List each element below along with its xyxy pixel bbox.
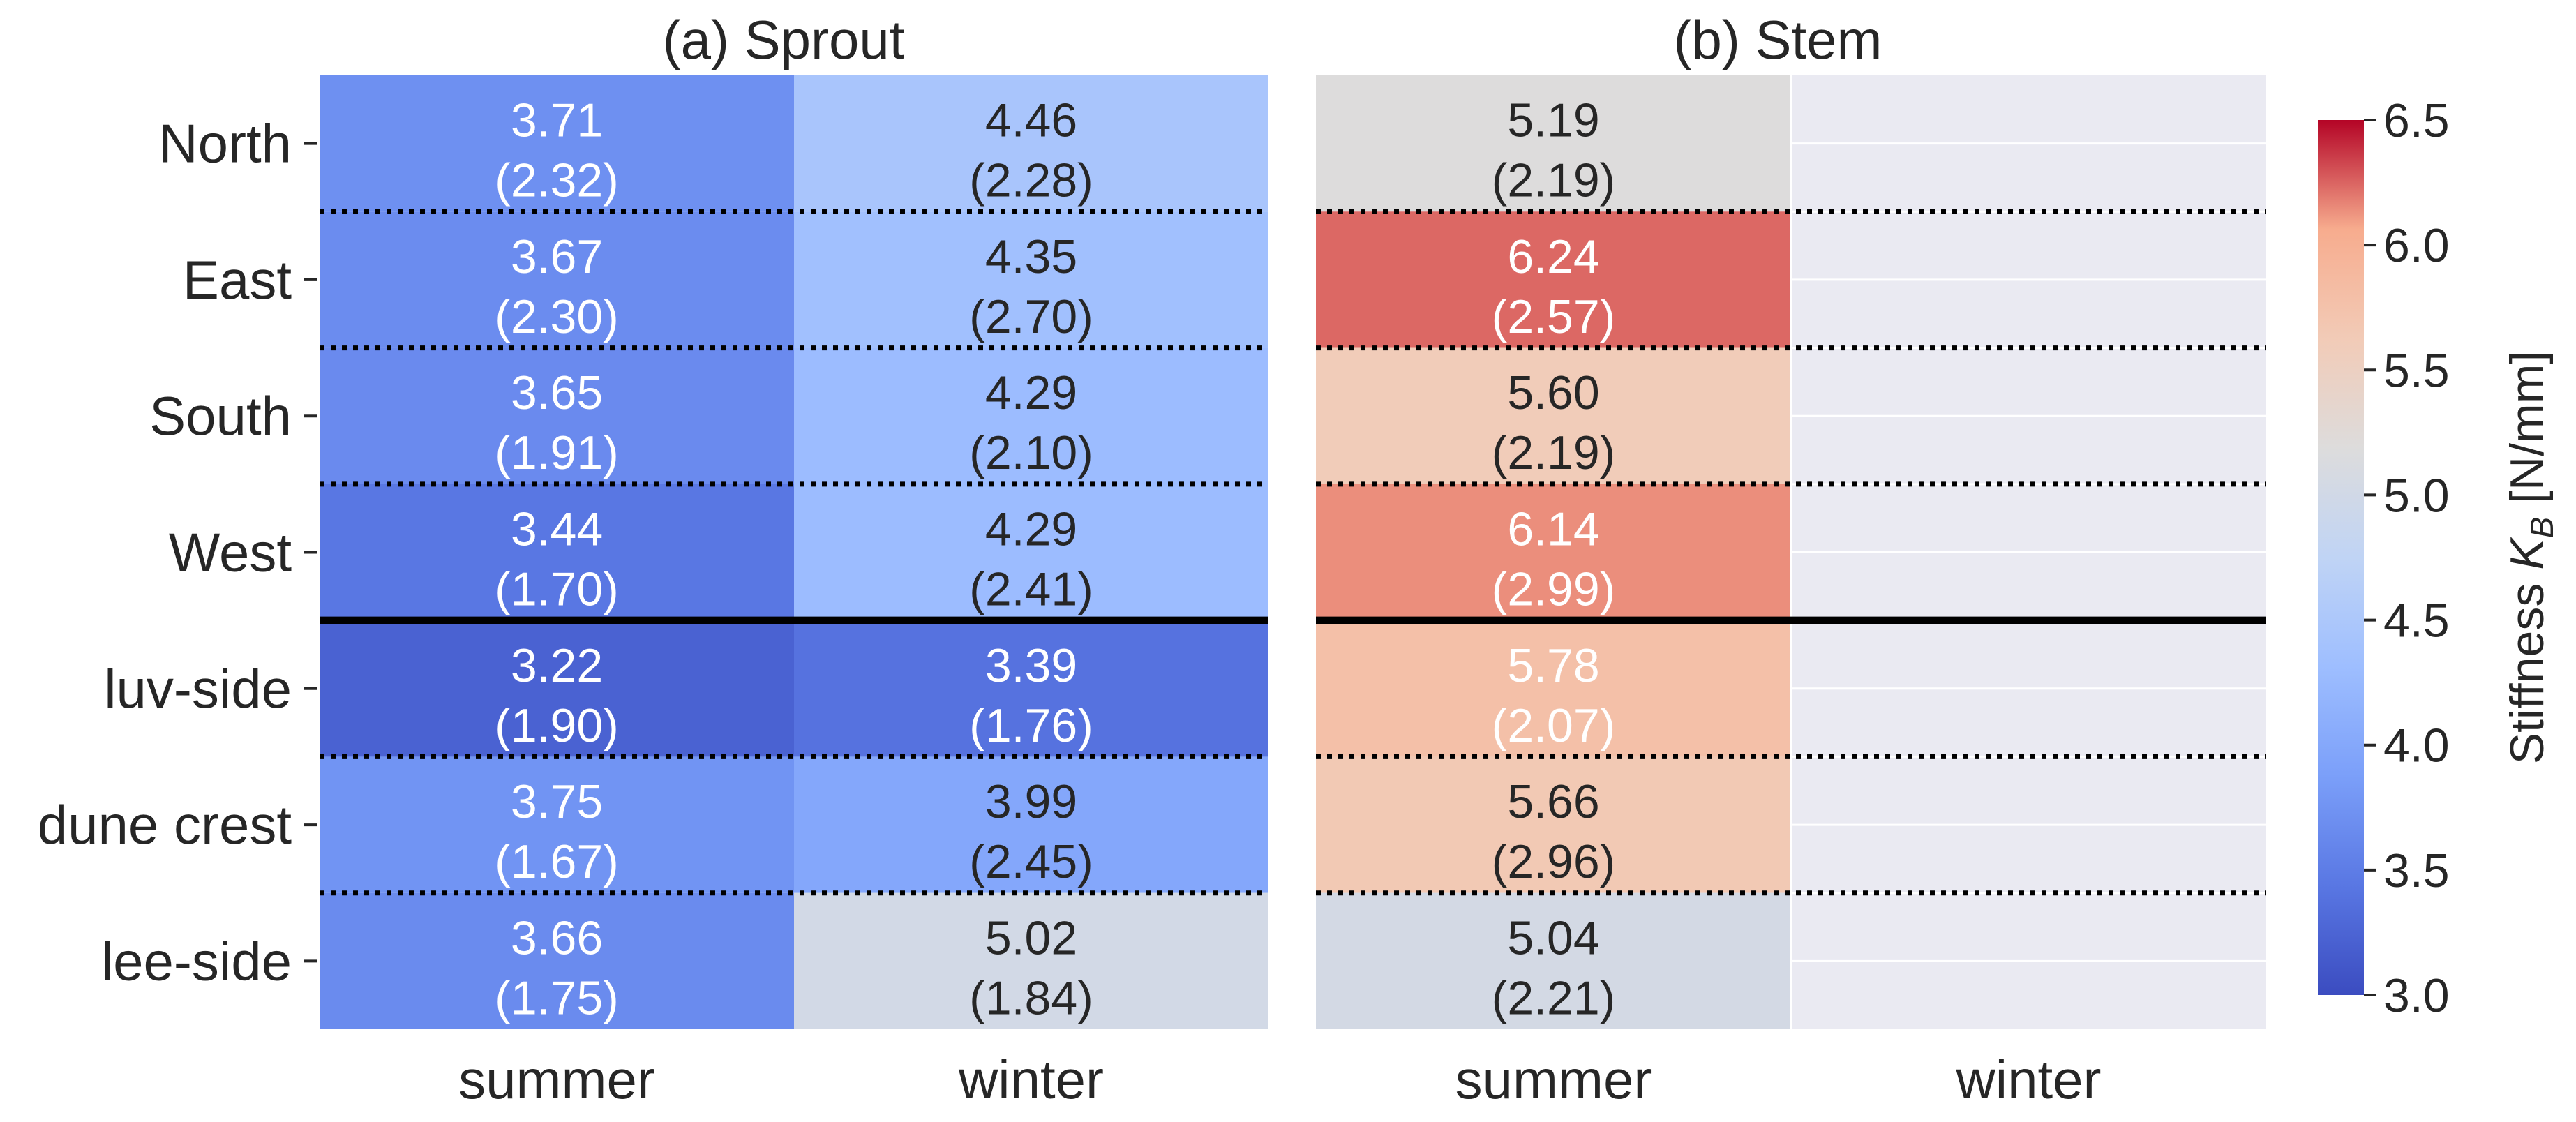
heatmap-cell (794, 75, 1268, 212)
cell-sd-label: (2.32) (495, 154, 619, 207)
cell-value-label: 5.19 (1507, 94, 1599, 147)
heatmap-cell (1316, 211, 1791, 348)
cell-sd-label: (2.19) (1492, 154, 1616, 207)
colorbar-tick-label: 4.0 (2383, 719, 2450, 772)
colorbar-ticks: 3.0 3.5 4.0 4.5 5.0 5.5 6.0 6.5 (2364, 94, 2450, 1022)
cell-sd-label: (2.21) (1492, 971, 1616, 1024)
column-labels: summer winter (1455, 1049, 2102, 1110)
heatmap-cell (1316, 620, 1791, 757)
column-label: winter (958, 1049, 1104, 1110)
heatmap-cell (794, 756, 1268, 893)
heatmap-cell (320, 484, 794, 621)
row-label: East (183, 249, 292, 311)
panel-title: (a) Sprout (663, 9, 905, 70)
heatmap-cell (320, 347, 794, 484)
row-label: luv-side (104, 658, 292, 719)
column-label: winter (1955, 1049, 2101, 1110)
cell-value-label: 3.66 (511, 911, 603, 964)
colorbar-tick-label: 6.0 (2383, 219, 2450, 272)
heatmap-cell (794, 620, 1268, 757)
colorbar-gradient (2318, 120, 2364, 995)
heatmap-cell (320, 620, 794, 757)
heatmap-cell (320, 75, 794, 212)
heatmap-cell (794, 484, 1268, 621)
cell-sd-label: (2.96) (1492, 835, 1616, 888)
cell-sd-label: (2.07) (1492, 699, 1616, 752)
column-label: summer (1455, 1049, 1652, 1110)
row-label: dune crest (38, 794, 292, 855)
row-label: North (158, 113, 292, 174)
cell-sd-label: (2.30) (495, 290, 619, 343)
cell-sd-label: (2.45) (969, 835, 1093, 888)
colorbar-label: Stiffness KB [N/mm] (2501, 351, 2560, 764)
heatmap-cell (320, 756, 794, 893)
cell-value-label: 4.29 (985, 503, 1077, 556)
colorbar: 3.0 3.5 4.0 4.5 5.0 5.5 6.0 6.5 Stiffness KB [N… (2318, 94, 2560, 1022)
cell-sd-label: (1.67) (495, 835, 619, 888)
colorbar-tick-label: 3.0 (2383, 969, 2450, 1022)
heatmap-cell (1316, 892, 1791, 1029)
heatmap-cell (1316, 75, 1791, 212)
row-label: lee-side (101, 930, 292, 992)
cell-value-label: 3.44 (511, 503, 603, 556)
cell-sd-label: (1.90) (495, 699, 619, 752)
heatmap-cell (320, 892, 794, 1029)
cell-value-label: 3.75 (511, 775, 603, 828)
row-labels: North East South West luv-side dune crest lee-… (38, 113, 317, 992)
row-separators (320, 209, 1268, 896)
cell-sd-label: (2.41) (969, 563, 1093, 616)
heatmap-cell (1316, 484, 1791, 621)
cell-sd-label: (1.84) (969, 971, 1093, 1024)
panel-stem: (b) Stem 5.19 (2.19) 6.24 (2.57) 5.60 (2.19) 6… (1316, 9, 2266, 1110)
cell-value-label: 3.71 (511, 94, 603, 147)
cell-sd-label: (2.19) (1492, 426, 1616, 479)
cell-sd-label: (2.57) (1492, 290, 1616, 343)
cell-value-label: 4.29 (985, 366, 1077, 419)
heatmap-cell (320, 211, 794, 348)
heatmap-cell (794, 347, 1268, 484)
colorbar-tick-label: 3.5 (2383, 844, 2450, 897)
cell-sd-label: (2.28) (969, 154, 1093, 207)
cell-value-label: 4.46 (985, 94, 1077, 147)
cell-value-label: 6.24 (1507, 230, 1599, 283)
cell-sd-label: (2.99) (1492, 563, 1616, 616)
cell-value-label: 4.35 (985, 230, 1077, 283)
colorbar-tick-label: 4.5 (2383, 594, 2450, 648)
column-label: summer (458, 1049, 655, 1110)
cell-sd-label: (1.70) (495, 563, 619, 616)
row-separators (1316, 209, 2266, 896)
heatmap-cells: 3.71 (2.32) 4.46 (2.28) 3.67 (2.30) 4.35 (2.70)… (320, 75, 1268, 1029)
cell-value-label: 5.02 (985, 911, 1077, 964)
cell-value-label: 5.66 (1507, 775, 1599, 828)
heatmap-cell (1316, 347, 1791, 484)
colorbar-tick-label: 5.5 (2383, 344, 2450, 397)
cell-sd-label: (2.10) (969, 426, 1093, 479)
cell-value-label: 5.04 (1507, 911, 1599, 964)
cell-sd-label: (2.70) (969, 290, 1093, 343)
cell-value-label: 3.65 (511, 366, 603, 419)
heatmap-cell (1316, 756, 1791, 893)
colorbar-tick-label: 5.0 (2383, 469, 2450, 522)
cell-value-label: 3.99 (985, 775, 1077, 828)
heatmap-cell (794, 892, 1268, 1029)
cell-value-label: 6.14 (1507, 503, 1599, 556)
cell-value-label: 3.67 (511, 230, 603, 283)
heatmap-cell (794, 211, 1268, 348)
colorbar-tick-label: 6.5 (2383, 94, 2450, 147)
column-labels: summer winter (458, 1049, 1104, 1110)
row-label: West (169, 522, 292, 583)
cell-value-label: 5.78 (1507, 639, 1599, 692)
cell-value-label: 5.60 (1507, 366, 1599, 419)
row-label: South (149, 385, 292, 447)
cell-sd-label: (1.91) (495, 426, 619, 479)
cell-value-label: 3.22 (511, 639, 603, 692)
cell-sd-label: (1.76) (969, 699, 1093, 752)
cell-sd-label: (1.75) (495, 971, 619, 1024)
panel-sprout: (a) Sprout 3.71 (2.32) 4.46 (2.28) 3.67 (2.30… (38, 9, 1268, 1110)
cell-value-label: 3.39 (985, 639, 1077, 692)
panel-title: (b) Stem (1673, 9, 1882, 70)
